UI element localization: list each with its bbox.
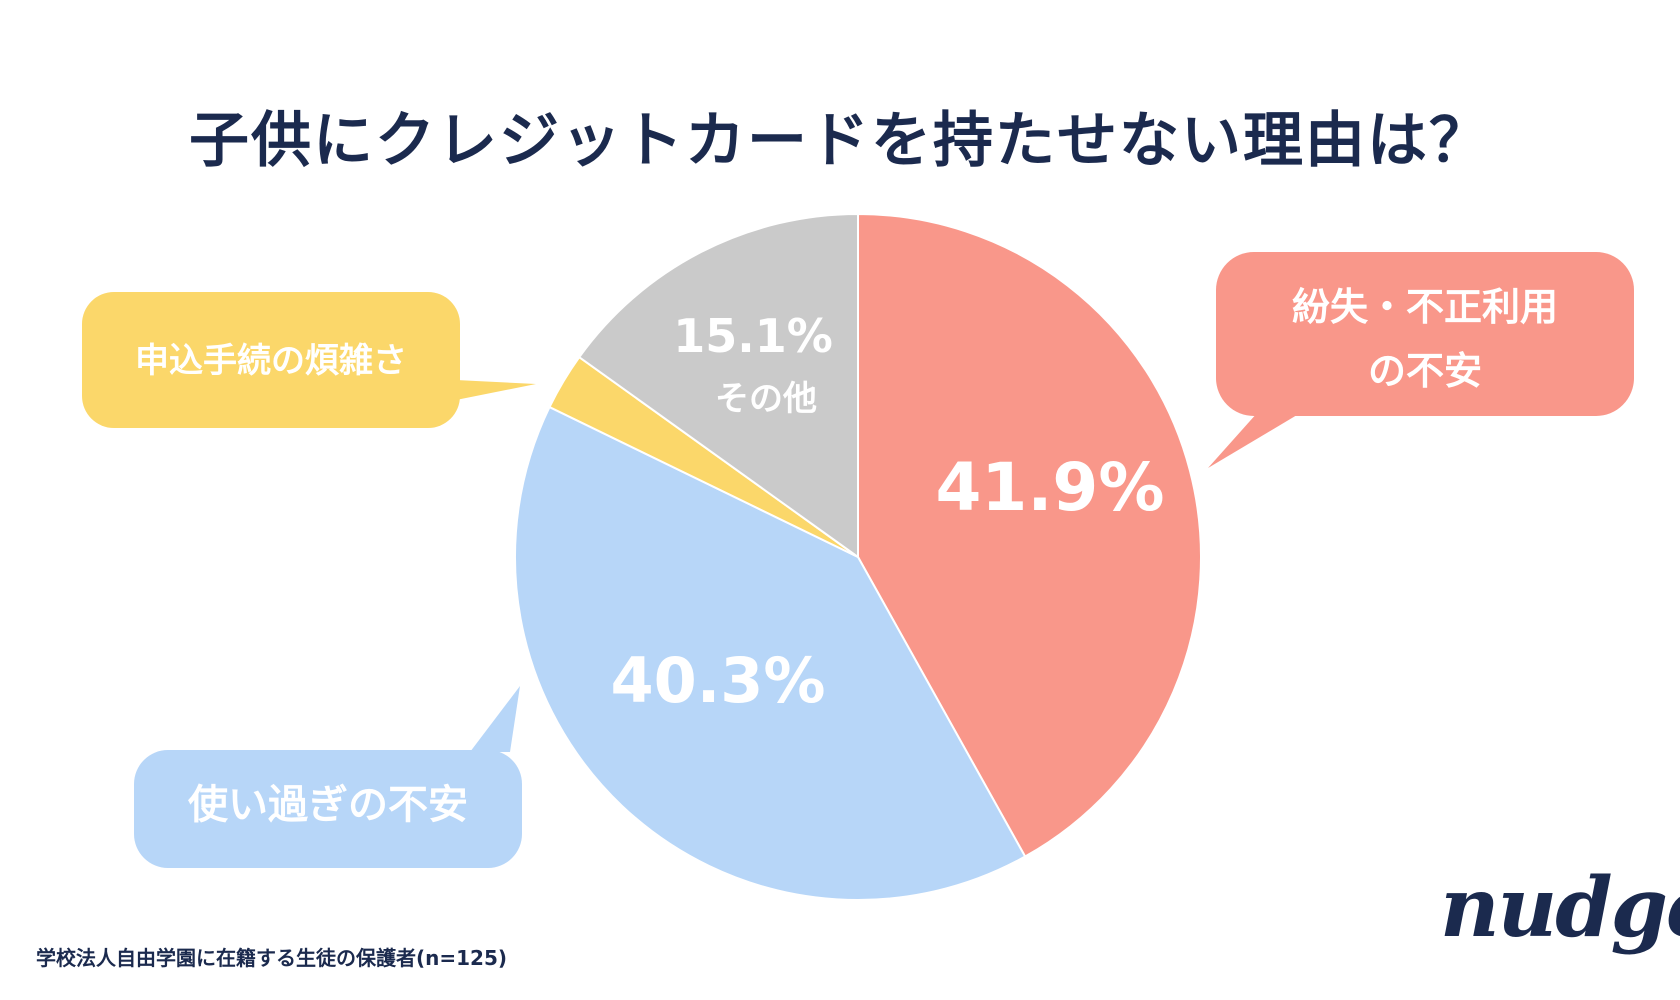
slice-value-label-0: 41.9%: [936, 449, 1165, 526]
callout-bubble-1: 使い過ぎの不安: [134, 686, 522, 868]
nudge-logo: nudge: [1440, 860, 1680, 956]
pie-slice-1: [514, 405, 1027, 901]
pie-slice-3: [577, 212, 859, 559]
callout-text-2-0: 申込手続の煩雑さ: [135, 341, 407, 381]
callout-bubble-2: 申込手続の煩雑さ: [82, 292, 536, 428]
survey-note: 学校法人自由学園に在籍する生徒の保護者(n=125): [36, 946, 508, 970]
callout-text-1-0: 使い過ぎの不安: [188, 782, 468, 828]
slice-value-label-3: 15.1%: [673, 309, 833, 363]
pie-slice-0: [857, 212, 1202, 858]
slice-value-label-1: 40.3%: [610, 644, 825, 717]
callout-text-0-0: 紛失・不正利用: [1292, 285, 1558, 329]
chart-title: 子供にクレジットカードを持たせない理由は？: [189, 106, 1491, 176]
slice-category-label-other: その他: [715, 379, 817, 419]
callout-text-0-1: の不安: [1368, 349, 1482, 393]
